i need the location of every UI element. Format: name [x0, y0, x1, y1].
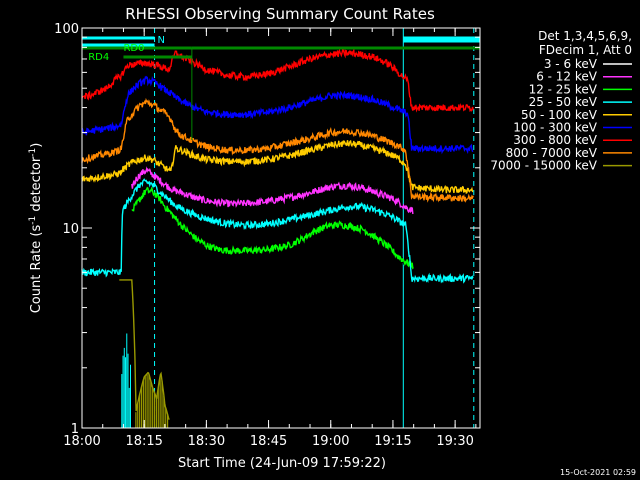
axes: 18:00 18:15 18:30 18:45 19:00 19:15 19:30 1 10 10… [54, 22, 481, 449]
series-3-6keV [139, 201, 414, 271]
series-line [139, 201, 414, 271]
series-25-50keV [81, 178, 474, 428]
x-tick-label: 19:30 [436, 434, 473, 449]
legend-entry-label: 6 - 12 keV [536, 70, 598, 84]
x-tick-label: 18:30 [188, 434, 225, 449]
legend-header-line: FDecim 1, Att 0 [539, 43, 632, 57]
series-line [81, 139, 474, 194]
legend-entry-label: 100 - 300 keV [513, 121, 597, 135]
legend-entry-label: 300 - 800 keV [513, 133, 597, 147]
y-axis-label-main: Count Rate (s [29, 225, 44, 314]
y-axis-label-end: ) [29, 143, 44, 148]
series-50-100keV [81, 139, 474, 194]
y-axis-label-tail: detector [29, 156, 44, 216]
timestamp: 15-Oct-2021 02:59 [560, 468, 636, 477]
series-line [81, 47, 474, 113]
series-line [81, 75, 474, 155]
x-tick-label: 18:45 [250, 434, 287, 449]
chart-title: RHESSI Observing Summary Count Rates [125, 5, 435, 23]
y-axis-label: Count Rate (s-1 detector-1) [28, 143, 44, 314]
x-tick-label: 19:15 [374, 434, 411, 449]
y-axis-label-sup: -1 [28, 216, 38, 225]
y-tick-label: 1 [71, 422, 79, 437]
series-line [131, 166, 414, 215]
rd4-label: RD4 [88, 52, 109, 63]
series-6-12keV [131, 166, 414, 215]
series-300-800keV [81, 47, 474, 113]
legend-entry-label: 800 - 7000 keV [506, 146, 598, 160]
y-tick-label: 10 [62, 222, 79, 237]
series-12-25keV [131, 186, 414, 270]
series-line [81, 178, 474, 284]
legend-header-line: Det 1,3,4,5,6,9, [538, 29, 632, 43]
x-tick-label: 18:00 [63, 434, 100, 449]
legend-entry-label: 7000 - 15000 keV [490, 159, 597, 173]
series-line [119, 279, 170, 420]
legend-entry-label: 50 - 100 keV [521, 108, 598, 122]
rd0-label: RD0 [123, 43, 144, 54]
legend-entry-label: 25 - 50 keV [529, 95, 598, 109]
y-tick-label: 100 [54, 22, 79, 37]
legend: Det 1,3,4,5,6,9,FDecim 1, Att 03 - 6 keV… [490, 29, 632, 173]
legend-entry-label: 3 - 6 keV [544, 57, 598, 71]
series-800-7000keV [81, 97, 474, 203]
legend-entry-label: 12 - 25 keV [529, 82, 598, 96]
x-axis-label: Start Time (24-Jun-09 17:59:22) [178, 456, 386, 471]
flag-bars: RD0 RD4 N [82, 35, 480, 140]
series-group [81, 47, 474, 428]
series-line [81, 97, 474, 203]
series-line [131, 186, 414, 270]
x-tick-label: 18:15 [125, 434, 162, 449]
series-100-300keV [81, 75, 474, 155]
series-7000-15000keV [119, 279, 170, 428]
saa-n-label: N [157, 35, 164, 46]
y-axis-label-sup-2: -1 [28, 148, 38, 157]
x-tick-label: 19:00 [312, 434, 349, 449]
